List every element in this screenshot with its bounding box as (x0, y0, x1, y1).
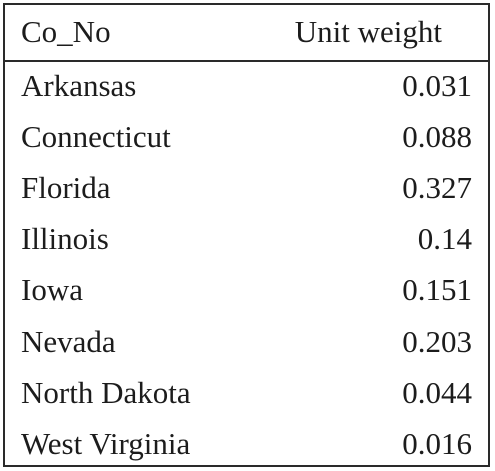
unit-weight-cell: 0.14 (417, 221, 472, 257)
column-header-unit-weight: Unit weight (294, 14, 442, 49)
unit-weight-cell: 0.088 (402, 119, 472, 155)
table-row: Florida 0.327 (5, 162, 488, 213)
state-name-cell: Florida (21, 170, 111, 206)
unit-weight-cell: 0.151 (402, 272, 472, 308)
state-name-cell: Nevada (21, 323, 116, 359)
table-header-row: Co_No Unit weight (5, 6, 488, 58)
unit-weight-cell: 0.327 (402, 170, 472, 206)
table-row: Iowa 0.151 (5, 264, 488, 315)
table-row: Arkansas 0.031 (5, 60, 488, 111)
table-row: Nevada 0.203 (5, 316, 488, 367)
table-row: West Virginia 0.016 (5, 418, 488, 469)
state-name-cell: Iowa (21, 272, 83, 308)
unit-weight-cell: 0.016 (402, 425, 472, 461)
table-row: North Dakota 0.044 (5, 367, 488, 418)
unit-weight-cell: 0.044 (402, 374, 472, 410)
data-table: Co_No Unit weight Arkansas 0.031 Connectic… (3, 3, 490, 467)
state-name-cell: Connecticut (21, 119, 171, 155)
table-row: Illinois 0.14 (5, 213, 488, 264)
state-name-cell: Arkansas (21, 68, 137, 103)
state-name-cell: North Dakota (21, 374, 191, 410)
table-row: Connecticut 0.088 (5, 111, 488, 162)
column-header-co-no: Co_No (21, 14, 111, 49)
header-divider (5, 60, 488, 62)
unit-weight-cell: 0.203 (402, 323, 472, 359)
unit-weight-cell: 0.031 (402, 68, 472, 103)
state-name-cell: West Virginia (21, 425, 191, 461)
state-name-cell: Illinois (21, 221, 109, 257)
